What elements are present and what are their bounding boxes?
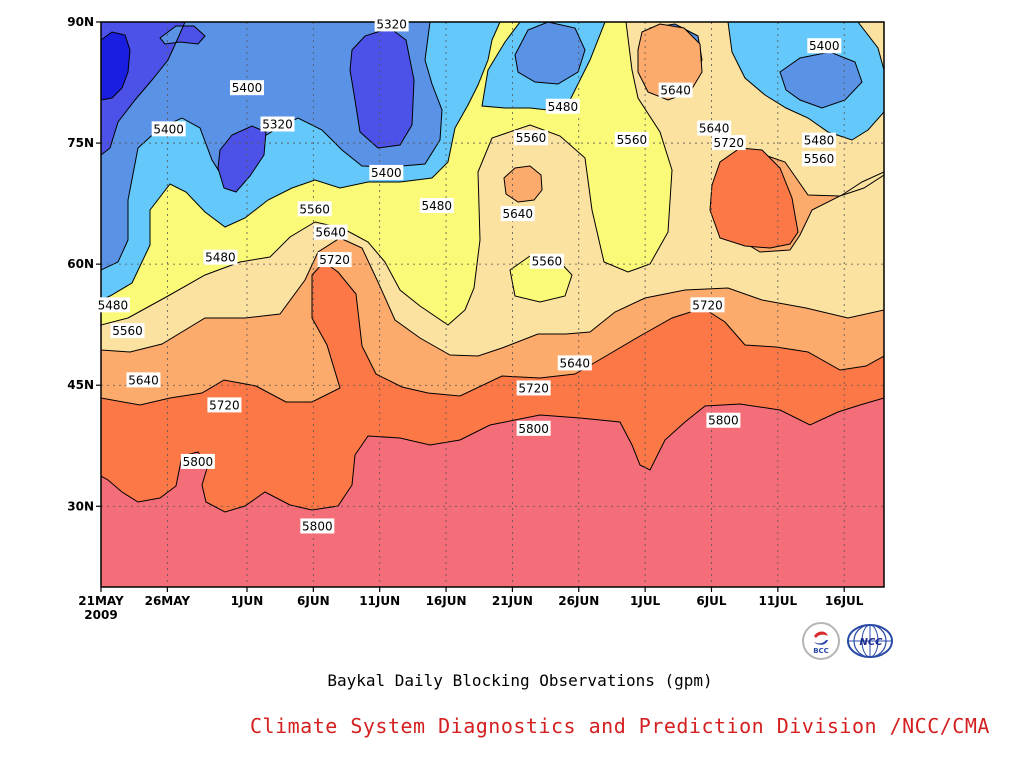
contour-label: 5560 — [513, 130, 548, 146]
contour-label-text: 5560 — [112, 324, 143, 338]
y-tick-label: 90N — [67, 15, 94, 29]
contour-label: 5720 — [516, 380, 551, 396]
y-tick-label: 75N — [67, 136, 94, 150]
x-tick-label: 26MAY — [145, 594, 191, 608]
chart-title: Baykal Daily Blocking Observations (gpm) — [327, 671, 713, 690]
contour-label-text: 5640 — [128, 373, 159, 387]
contour-label: 5480 — [419, 198, 454, 214]
contour-label: 5480 — [545, 98, 580, 114]
contour-label-text: 5400 — [232, 81, 263, 95]
svg-text:NCC: NCC — [859, 637, 883, 648]
contour-label-text: 5480 — [548, 100, 579, 114]
bcc-logo: BCC — [802, 622, 840, 660]
contour-label-text: 5320 — [262, 118, 293, 132]
contour-label: 5800 — [706, 412, 741, 428]
contour-label: 5560 — [529, 253, 564, 269]
contour-label-text: 5480 — [804, 134, 835, 148]
contour-label-text: 5640 — [315, 226, 346, 240]
contour-label: 5560 — [801, 151, 836, 167]
y-tick-label: 30N — [67, 499, 94, 513]
contour-label-text: 5640 — [699, 122, 730, 136]
contour-label: 5480 — [801, 132, 836, 148]
contour-label-text: 5720 — [692, 298, 723, 312]
svg-text:BCC: BCC — [813, 647, 829, 655]
contour-label: 5640 — [697, 120, 732, 136]
contour-label: 5640 — [557, 355, 592, 371]
x-start-year: 2009 — [84, 608, 117, 622]
chart: 30N 45N 60N 75N 90N 21MAY 26MAY 1JUN 6JUN 11JUN 1… — [67, 15, 885, 622]
contour-label-text: 5320 — [376, 17, 407, 31]
x-tick-label: 16JUL — [825, 594, 864, 608]
contour-label: 5560 — [614, 131, 649, 147]
contour-label-text: 5640 — [660, 84, 691, 98]
contour-label: 5800 — [516, 420, 551, 436]
contour-label-text: 5400 — [809, 39, 840, 53]
contour-label: 5720 — [207, 397, 242, 413]
contour-label: 5640 — [313, 224, 348, 240]
contour-label-text: 5480 — [205, 251, 236, 265]
x-tick-label: 6JUL — [696, 594, 727, 608]
contour-label: 5400 — [229, 80, 264, 96]
contour-label-text: 5560 — [532, 255, 563, 269]
contour-labels: 5320 5400 5400 5320 5400 5480 5640 5640 5480 5560… — [95, 16, 842, 534]
credit-line: Climate System Diagnostics and Predictio… — [250, 714, 990, 738]
contour-label-text: 5560 — [804, 152, 835, 166]
contour-label: 5480 — [203, 249, 238, 265]
contour-label: 5640 — [500, 206, 535, 222]
contour-label-text: 5560 — [617, 133, 648, 147]
contour-label: 5320 — [260, 116, 295, 132]
contour-label: 5800 — [180, 453, 215, 469]
band-below-5400 — [101, 22, 415, 193]
x-tick-label: 21JUN — [492, 594, 533, 608]
band-below-5320 — [101, 31, 131, 101]
contour-label: 5560 — [110, 323, 145, 339]
contour-label: 5720 — [690, 297, 725, 313]
contour-label-text: 5800 — [708, 414, 739, 428]
contour-label-text: 5480 — [98, 298, 129, 312]
contour-label-text: 5720 — [209, 398, 240, 412]
contour-label-text: 5480 — [421, 199, 452, 213]
contour-label-text: 5640 — [560, 356, 591, 370]
x-tick-label: 6JUN — [297, 594, 330, 608]
contour-label-text: 5720 — [319, 253, 350, 267]
y-tick-label: 60N — [67, 257, 94, 271]
high-5640-1jul — [637, 23, 703, 101]
contour-label-text: 5560 — [516, 131, 547, 145]
contour-label: 5480 — [95, 297, 130, 313]
contour-label: 5400 — [807, 38, 842, 54]
contour-label-text: 5720 — [713, 136, 744, 150]
contour-label-text: 5800 — [302, 519, 333, 533]
contour-label-text: 5400 — [153, 122, 184, 136]
contour-label-text: 5640 — [502, 207, 533, 221]
contour-label: 5320 — [374, 16, 409, 32]
y-axis: 30N 45N 60N 75N 90N — [67, 15, 101, 513]
contour-label: 5400 — [369, 164, 404, 180]
contour-label-text: 5800 — [183, 455, 214, 469]
contour-label: 5640 — [126, 372, 161, 388]
x-tick-label: 1JUN — [231, 594, 264, 608]
x-tick-label: 21MAY — [78, 594, 124, 608]
ncc-logo: NCC — [846, 622, 894, 660]
contour-label-text: 5400 — [371, 166, 402, 180]
x-tick-label: 16JUN — [426, 594, 467, 608]
contour-label: 5400 — [151, 121, 186, 137]
x-tick-label: 11JUL — [759, 594, 798, 608]
contour-label: 5800 — [300, 518, 335, 534]
contour-label: 5720 — [317, 252, 352, 268]
x-tick-label: 26JUN — [558, 594, 599, 608]
high-5640-ring-21jun — [503, 165, 543, 203]
contour-label-text: 5800 — [518, 422, 549, 436]
contour-fills — [101, 22, 884, 587]
contour-label-text: 5720 — [518, 381, 549, 395]
y-tick-label: 45N — [67, 378, 94, 392]
contour-label-text: 5560 — [299, 202, 330, 216]
x-tick-label: 1JUL — [630, 594, 661, 608]
contour-label: 5560 — [297, 201, 332, 217]
contour-label: 5640 — [658, 82, 693, 98]
contour-label: 5720 — [711, 135, 746, 151]
x-axis: 21MAY 26MAY 1JUN 6JUN 11JUN 16JUN 21JUN 26JUN 1J… — [78, 587, 864, 608]
x-tick-label: 11JUN — [359, 594, 400, 608]
